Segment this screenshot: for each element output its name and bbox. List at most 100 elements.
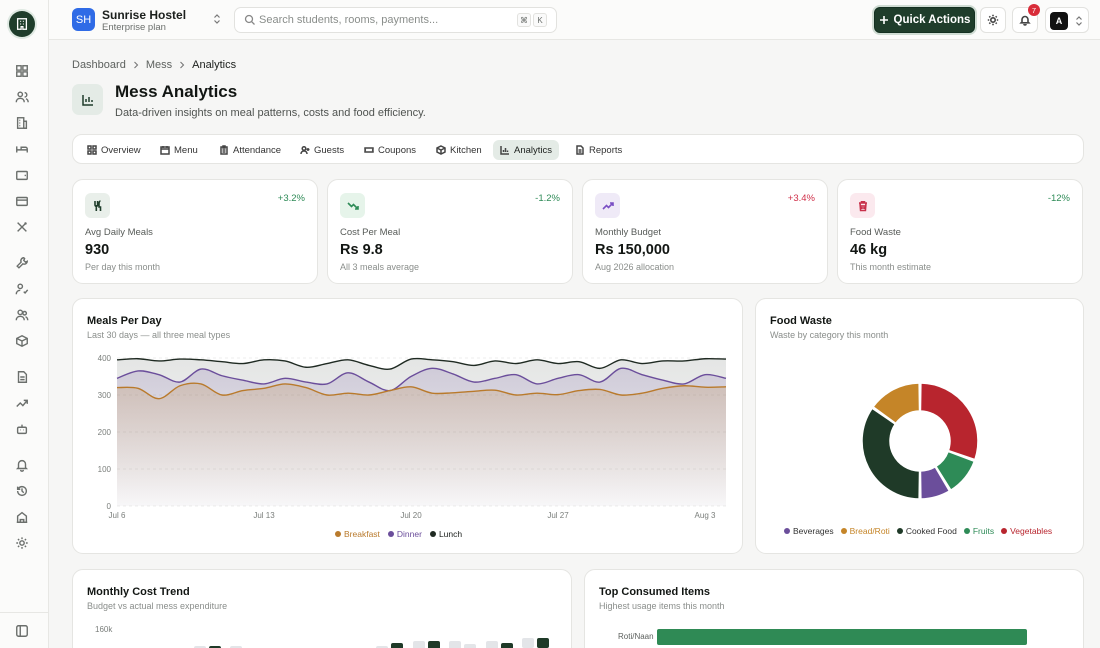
package-icon[interactable] bbox=[14, 333, 30, 349]
legend-item-dinner[interactable]: Dinner bbox=[387, 529, 422, 539]
legend-dot bbox=[335, 531, 341, 537]
wrench-icon[interactable] bbox=[14, 255, 30, 271]
kpi-icon-box bbox=[850, 193, 875, 218]
school-icon[interactable] bbox=[14, 509, 30, 525]
tab-analytics[interactable]: Analytics bbox=[493, 140, 560, 160]
user-menu-button[interactable]: A bbox=[1045, 7, 1089, 33]
donut-slice-bread-roti bbox=[872, 382, 921, 425]
trending-down-icon bbox=[346, 201, 359, 210]
series-line-breakfast bbox=[116, 382, 727, 400]
y-tick-label: 0 bbox=[107, 502, 112, 511]
sun-icon bbox=[987, 14, 999, 26]
card-title: Meals Per Day bbox=[87, 315, 162, 327]
kpi-icon-box bbox=[595, 193, 620, 218]
kpi-subtext: Per day this month bbox=[85, 262, 161, 272]
tab-overview[interactable]: Overview bbox=[80, 140, 148, 160]
legend-dot bbox=[840, 528, 847, 534]
credit-card-icon[interactable] bbox=[14, 193, 30, 209]
search-input[interactable] bbox=[259, 12, 509, 28]
utensils-icon bbox=[93, 199, 101, 211]
food-waste-donut-chart bbox=[861, 382, 979, 500]
tab-attendance[interactable]: Attendance bbox=[212, 140, 288, 160]
file-text-icon[interactable] bbox=[14, 369, 30, 385]
kpi-label: Monthly Budget bbox=[595, 227, 662, 238]
chevrons-up-down-icon[interactable] bbox=[212, 13, 222, 25]
item-label: Roti/Naan bbox=[618, 632, 654, 641]
legend-item-lunch[interactable]: Lunch bbox=[429, 529, 463, 539]
org-name[interactable]: Sunrise Hostel bbox=[102, 8, 187, 22]
bed-icon[interactable] bbox=[14, 141, 30, 157]
series-line-lunch bbox=[116, 357, 727, 371]
mess-tabs: Overview Menu Attendance Guests Coupons … bbox=[72, 134, 1084, 164]
donut-slice-fruits bbox=[934, 450, 976, 492]
bar-actual bbox=[464, 644, 476, 648]
chevron-right-icon bbox=[180, 61, 185, 69]
x-tick-label: Jul 20 bbox=[400, 511, 422, 520]
dashboard-icon[interactable] bbox=[14, 63, 30, 79]
app-logo[interactable] bbox=[9, 11, 35, 37]
legend-label: Fruits bbox=[972, 526, 995, 536]
legend-label: Breakfast bbox=[344, 529, 380, 539]
legend-label: Bread/Roti bbox=[849, 526, 890, 536]
calendar-icon bbox=[160, 146, 170, 155]
tab-label: Coupons bbox=[378, 144, 417, 156]
grid-icon bbox=[87, 145, 97, 155]
legend-item-beverages[interactable]: Beverages bbox=[784, 526, 834, 536]
breadcrumb-dashboard[interactable]: Dashboard bbox=[72, 59, 126, 71]
legend-item-breakfast[interactable]: Breakfast bbox=[335, 529, 380, 539]
bot-icon[interactable] bbox=[14, 421, 30, 437]
building-icon[interactable] bbox=[14, 115, 30, 131]
settings-icon[interactable] bbox=[14, 535, 30, 551]
org-avatar[interactable]: SH bbox=[72, 8, 95, 31]
legend-item-vegetables[interactable]: Vegetables bbox=[1001, 526, 1052, 536]
utensils-crossed-icon[interactable] bbox=[14, 219, 30, 235]
user-plus-icon bbox=[300, 145, 310, 155]
tab-label: Analytics bbox=[514, 144, 553, 156]
breadcrumb-mess[interactable]: Mess bbox=[145, 59, 173, 71]
user-group-icon[interactable] bbox=[14, 307, 30, 323]
sidebar bbox=[0, 0, 49, 648]
bell-icon[interactable] bbox=[14, 457, 30, 473]
tab-reports[interactable]: Reports bbox=[568, 140, 629, 160]
user-avatar: A bbox=[1050, 12, 1068, 30]
legend-item-bread-roti[interactable]: Bread/Roti bbox=[840, 526, 890, 536]
sidebar-toggle-icon[interactable] bbox=[14, 623, 30, 639]
cost-bar-chart bbox=[194, 638, 549, 648]
legend-label: Lunch bbox=[438, 529, 463, 539]
item-bar bbox=[657, 629, 1027, 645]
history-icon[interactable] bbox=[14, 483, 30, 499]
box-icon bbox=[436, 145, 446, 155]
legend-dot bbox=[784, 528, 790, 534]
kpi-subtext: All 3 meals average bbox=[340, 262, 420, 272]
kpi-label: Cost Per Meal bbox=[340, 227, 401, 238]
sidebar-footer bbox=[0, 612, 49, 648]
bar-chart-icon bbox=[81, 94, 93, 106]
x-tick-label: Aug 3 bbox=[695, 511, 716, 520]
food-waste-card: Food Waste Waste by category this month … bbox=[755, 298, 1084, 554]
search-box: ⌘ K bbox=[234, 7, 557, 33]
kpi-label: Food Waste bbox=[850, 227, 901, 238]
meals-line-chart: 0 100 200 300 400 Jul 6 Jul 13 Jul 20 Jul 27 Aug… bbox=[98, 354, 727, 520]
kpi-delta: -12% bbox=[1047, 193, 1070, 204]
bar-actual bbox=[391, 643, 403, 648]
legend-dot bbox=[963, 528, 970, 534]
card-subtitle: Waste by category this month bbox=[770, 330, 889, 340]
notification-count-badge: 7 bbox=[1028, 4, 1040, 16]
tab-kitchen[interactable]: Kitchen bbox=[429, 140, 489, 160]
series-line-dinner bbox=[116, 367, 727, 392]
legend-item-fruits[interactable]: Fruits bbox=[963, 526, 995, 536]
trending-up-icon[interactable] bbox=[14, 395, 30, 411]
theme-toggle-button[interactable] bbox=[980, 7, 1006, 33]
wallet-icon[interactable] bbox=[14, 167, 30, 183]
tab-menu[interactable]: Menu bbox=[153, 140, 205, 160]
kpi-card-food-waste: -12% Food Waste 46 kg This month estimat… bbox=[837, 179, 1083, 284]
quick-actions-button[interactable]: Quick Actions bbox=[874, 7, 975, 33]
tab-coupons[interactable]: Coupons bbox=[357, 140, 423, 160]
legend-item-cooked-food[interactable]: Cooked Food bbox=[896, 526, 957, 536]
kpi-icon-box bbox=[340, 193, 365, 218]
tab-guests[interactable]: Guests bbox=[293, 140, 351, 160]
tab-label: Kitchen bbox=[450, 144, 482, 156]
kpi-delta: +3.2% bbox=[277, 193, 305, 204]
user-check-icon[interactable] bbox=[14, 281, 30, 297]
users-icon[interactable] bbox=[14, 89, 30, 105]
